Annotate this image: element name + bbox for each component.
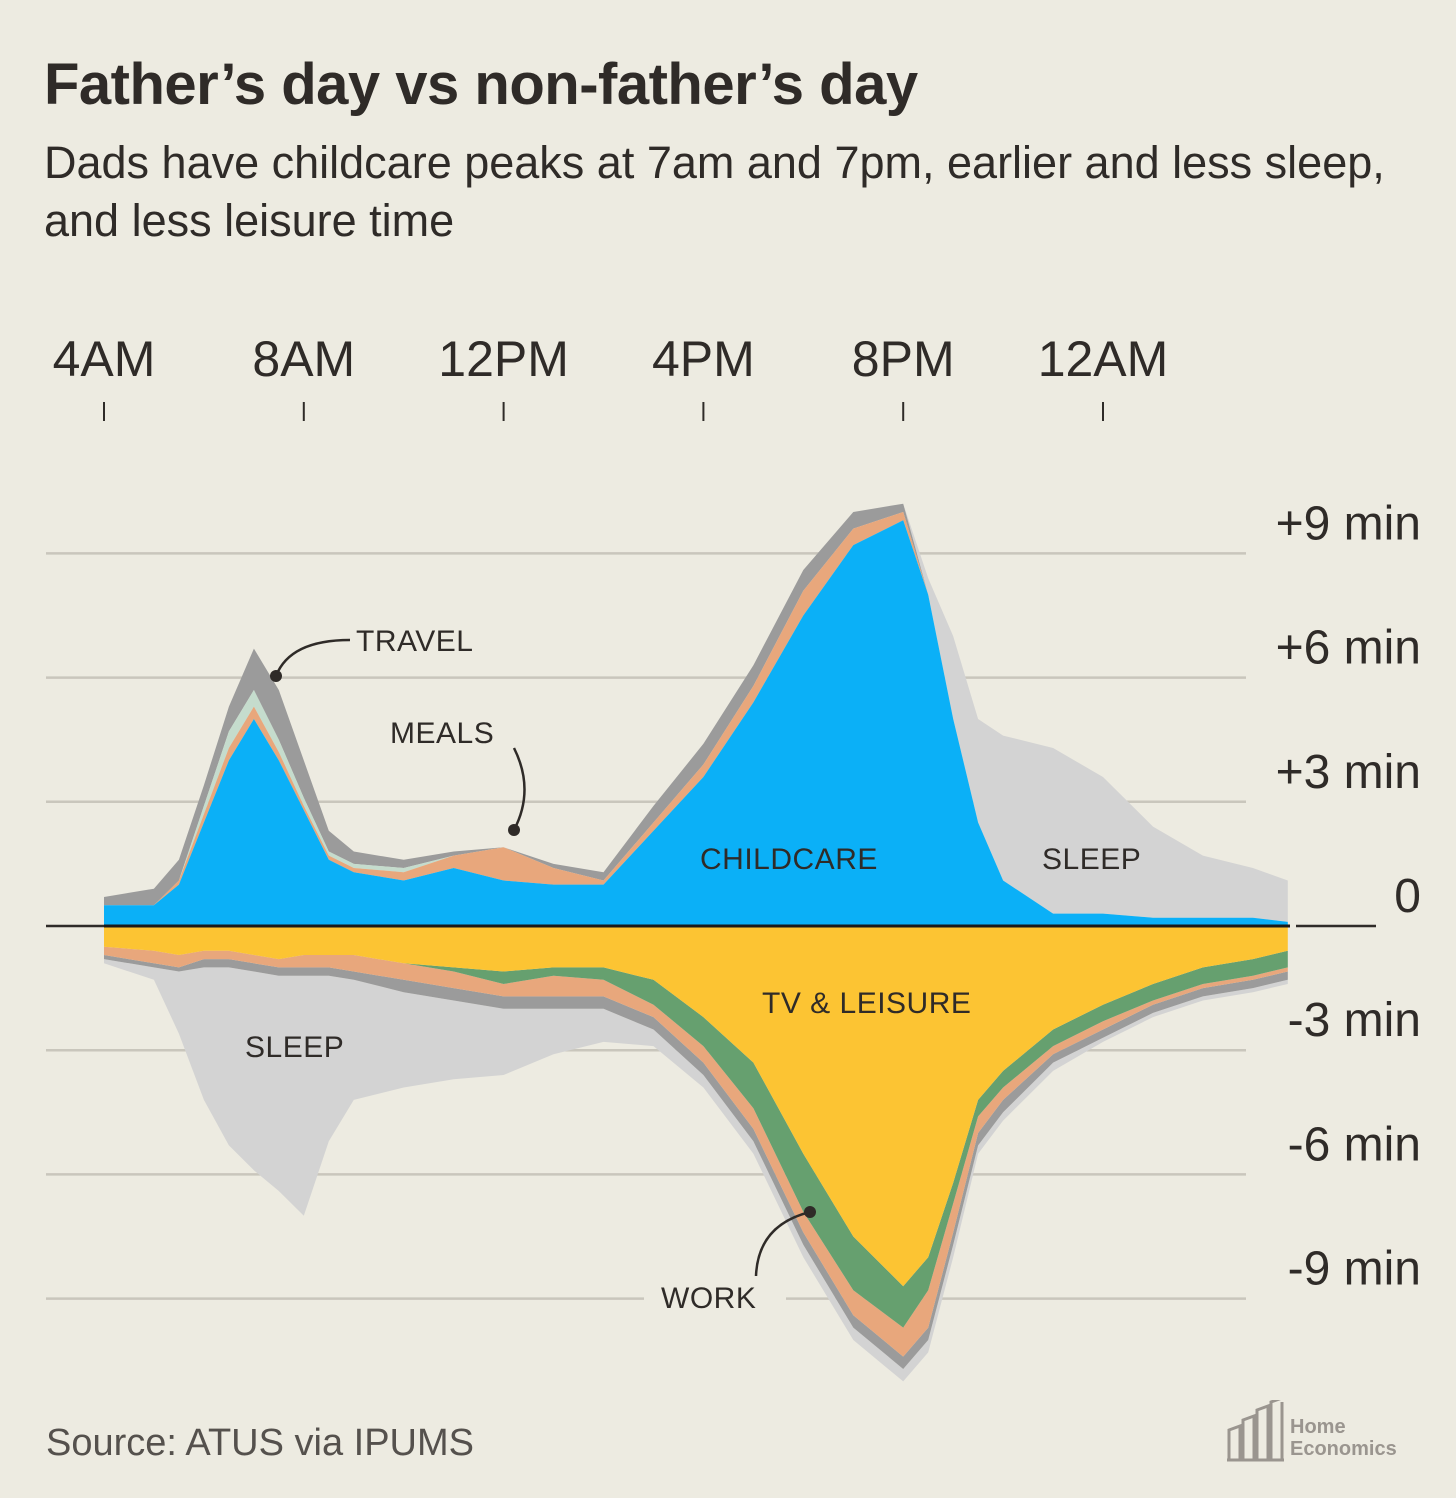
- areas: [104, 503, 1290, 1382]
- building-icon: [1227, 1400, 1284, 1462]
- x-axis: 4AM 8AM 12PM 4PM 8PM 12AM: [53, 331, 1169, 421]
- home-economics-logo: Home Economics: [1226, 1400, 1426, 1464]
- y-tick-bg-0: [1246, 497, 1422, 556]
- y-tick-label-3: 0: [1394, 870, 1421, 923]
- x-tick-label-8pm: 8PM: [852, 331, 955, 387]
- chart-title: Father’s day vs non-father’s day: [44, 52, 918, 117]
- sleep-top-label: SLEEP: [1042, 843, 1141, 876]
- y-tick-label-5: -6 min: [1288, 1118, 1421, 1171]
- area-childcare: [104, 520, 1288, 926]
- x-tick-label-4am: 4AM: [53, 331, 156, 387]
- work-leader-line: [754, 1210, 811, 1277]
- y-tick-label-1: +6 min: [1276, 622, 1421, 675]
- meals-leader-dot: [508, 824, 520, 836]
- y-tick-label-6: -9 min: [1288, 1243, 1421, 1296]
- y-tick-label-0: +9 min: [1276, 497, 1421, 550]
- y-tick-bg-4: [1246, 994, 1422, 1053]
- work-leader-dot: [804, 1206, 816, 1218]
- annotations: TRAVEL MEALS CHILDCARE SLEEP TV & LEISUR…: [245, 625, 1141, 1320]
- work-label: WORK: [661, 1282, 756, 1315]
- y-tick-bg-5: [1246, 1118, 1422, 1177]
- zero-gap: [1290, 923, 1296, 929]
- meals-label: MEALS: [390, 717, 494, 750]
- x-tick-label-4pm: 4PM: [652, 331, 755, 387]
- meals-leader-line: [512, 747, 526, 831]
- y-tick-bg-6: [1246, 1242, 1422, 1301]
- x-tick-label-8am: 8AM: [252, 331, 355, 387]
- stacked-area-chart: 4AM 8AM 12PM 4PM 8PM 12AM +9 min +6 min +3 min 0…: [46, 331, 1422, 1382]
- tv-leisure-label: TV & LEISURE: [762, 987, 971, 1020]
- area-tv-leisure: [104, 926, 1288, 1287]
- area-sleep-neg: [104, 959, 1288, 1382]
- travel-leader-line: [274, 638, 351, 677]
- y-axis: +9 min +6 min +3 min 0 -3 min -6 min -9 min: [1246, 497, 1422, 1301]
- chart-subtitle: Dads have childcare peaks at 7am and 7pm…: [44, 137, 1385, 246]
- x-tick-label-12am: 12AM: [1038, 331, 1169, 387]
- x-tick-label-12pm: 12PM: [438, 331, 569, 387]
- area-sleep: [104, 503, 1288, 922]
- y-tick-label-2: +3 min: [1276, 746, 1421, 799]
- y-tick-label-4: -3 min: [1288, 994, 1421, 1047]
- travel-leader-dot: [270, 670, 282, 682]
- y-tick-bg-3: [1376, 870, 1422, 928]
- work-label-bg: [644, 1274, 786, 1320]
- logo-line1: Home: [1290, 1416, 1346, 1438]
- sleep-bottom-label: SLEEP: [245, 1031, 344, 1064]
- area-work: [104, 946, 1288, 1328]
- y-tick-bg-2: [1246, 745, 1422, 804]
- travel-label: TRAVEL: [356, 625, 473, 658]
- logo-line2: Economics: [1290, 1438, 1397, 1460]
- y-tick-bg-1: [1246, 621, 1422, 680]
- childcare-label: CHILDCARE: [700, 843, 878, 876]
- source-note: Source: ATUS via IPUMS: [46, 1422, 474, 1464]
